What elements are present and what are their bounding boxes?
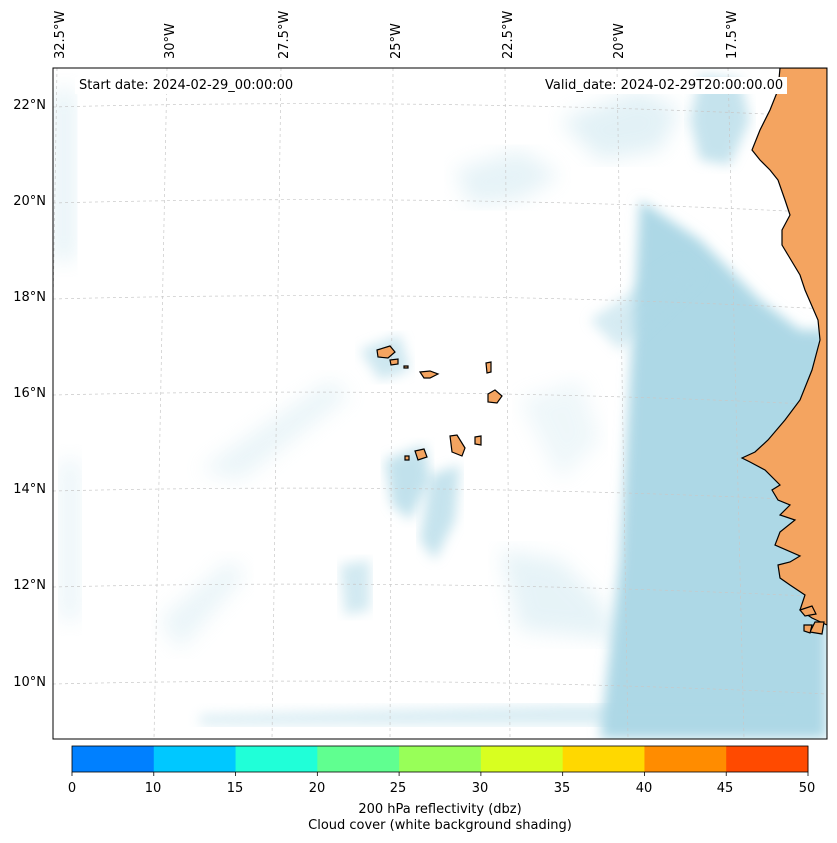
graticule bbox=[53, 68, 827, 739]
colorbar-segment-0-10 bbox=[72, 746, 155, 772]
lon-label-25w: 25°W bbox=[389, 23, 404, 59]
lon-label-22-5w: 22.5°W bbox=[501, 10, 516, 59]
colorbar-segment-10-15 bbox=[153, 746, 237, 772]
colorbar-title-line1: 200 hPa reflectivity (dbz) bbox=[358, 802, 522, 817]
lat-label-10n: 10°N bbox=[13, 675, 46, 690]
colorbar-tick-25: 25 bbox=[389, 781, 407, 796]
colorbar-tick-35: 35 bbox=[553, 781, 571, 796]
lon-label-27-5w: 27.5°W bbox=[277, 10, 292, 59]
guinea-islands bbox=[798, 605, 817, 617]
island-brava bbox=[404, 455, 410, 461]
colorbar-segment-40-45 bbox=[644, 746, 727, 772]
bissagos-islet bbox=[803, 624, 813, 634]
colorbar-segment-45-50 bbox=[726, 746, 809, 772]
island-sal bbox=[485, 361, 492, 374]
colorbar-tick-50: 50 bbox=[798, 781, 816, 796]
lat-label-16n: 16°N bbox=[13, 386, 46, 401]
colorbar-title-line2: Cloud cover (white background shading) bbox=[308, 818, 572, 833]
island-fogo bbox=[414, 448, 428, 461]
lat-label-22n: 22°N bbox=[13, 98, 46, 113]
colorbar-segment-25-30 bbox=[399, 746, 482, 772]
island-maio bbox=[474, 435, 482, 446]
cape-verde-islands bbox=[376, 345, 503, 461]
island-santiago bbox=[449, 434, 466, 457]
colorbar-segment-30-35 bbox=[480, 746, 564, 772]
start-date-label: Start date: 2024-02-29_00:00:00 bbox=[75, 77, 298, 94]
lat-label-20n: 20°N bbox=[13, 194, 46, 209]
west-africa-coast bbox=[740, 68, 827, 626]
lon-label-20w: 20°W bbox=[612, 23, 627, 59]
valid-date-label: Valid_date: 2024-02-29T20:00:00.00 bbox=[541, 77, 788, 94]
colorbar-segment-20-25 bbox=[317, 746, 400, 772]
map-frame bbox=[52, 67, 828, 740]
island-sao-nicolau bbox=[418, 370, 440, 379]
lon-label-30w: 30°W bbox=[163, 23, 178, 59]
island-sao-vicente bbox=[389, 358, 399, 366]
island-santo-antao bbox=[376, 345, 396, 359]
colorbar bbox=[71, 745, 809, 776]
colorbar-title: 200 hPa reflectivity (dbz) Cloud cover (… bbox=[0, 802, 837, 834]
island-santa-luzia bbox=[403, 365, 409, 369]
lat-label-12n: 12°N bbox=[13, 578, 46, 593]
colorbar-tick-30: 30 bbox=[471, 781, 489, 796]
lon-label-32-5w: 32.5°W bbox=[53, 10, 68, 59]
lat-label-18n: 18°N bbox=[13, 290, 46, 305]
lat-label-14n: 14°N bbox=[13, 482, 46, 497]
colorbar-tick-10: 10 bbox=[144, 781, 162, 796]
colorbar-tick-15: 15 bbox=[226, 781, 244, 796]
island-boa-vista bbox=[487, 389, 503, 404]
lon-label-17-5w: 17.5°W bbox=[725, 10, 740, 59]
colorbar-frame bbox=[71, 745, 809, 773]
colorbar-tick-0: 0 bbox=[67, 781, 77, 796]
colorbar-tick-40: 40 bbox=[635, 781, 653, 796]
colorbar-tick-20: 20 bbox=[308, 781, 326, 796]
colorbar-tick-45: 45 bbox=[716, 781, 734, 796]
cloud-cover-shading bbox=[53, 75, 827, 739]
colorbar-segment-15-20 bbox=[235, 746, 318, 772]
colorbar-segment-35-40 bbox=[562, 746, 645, 772]
